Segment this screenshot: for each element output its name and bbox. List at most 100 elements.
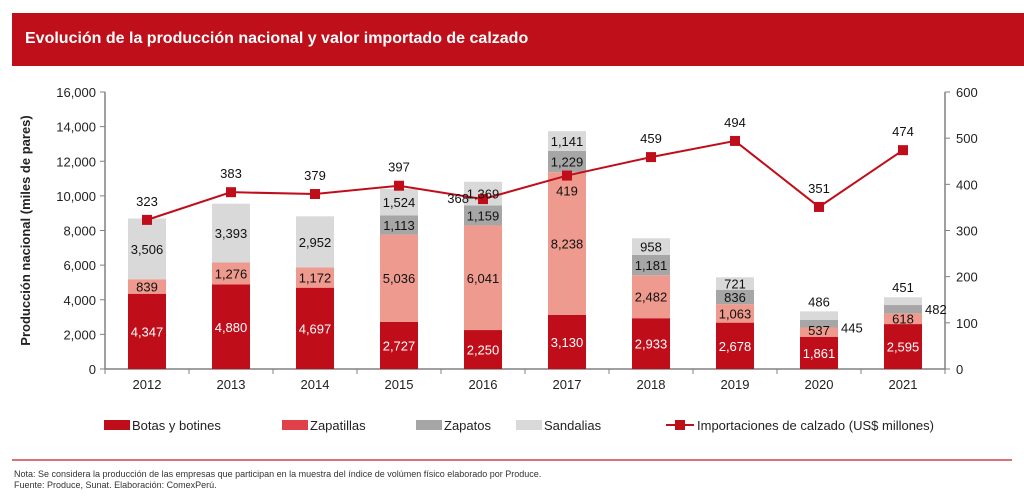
import-line-marker (478, 194, 488, 205)
chart-title: Evolución de la producción nacional y va… (25, 30, 529, 47)
import-line (142, 135, 908, 225)
legend-label: Sandalias (544, 418, 602, 433)
import-line-label: 459 (640, 131, 662, 146)
bar-segment-sandalias (212, 203, 250, 263)
bar-segment-botas-y-botines (128, 293, 166, 369)
x-axis-tick-label: 2021 (889, 377, 918, 392)
bar-data-label: 3,130 (551, 335, 584, 350)
x-axis-tick-label: 2016 (469, 377, 498, 392)
bar-data-label: 451 (892, 280, 914, 295)
bar-data-label: 1,369 (467, 187, 500, 202)
bar-segment-botas-y-botines (212, 284, 250, 369)
bar-data-label: 5,036 (383, 271, 416, 286)
import-line-label: 474 (892, 124, 914, 139)
bar-segment-botas-y-botines (716, 322, 754, 369)
bar-segment-zapatos (716, 289, 754, 305)
bar-segment-zapatillas (296, 267, 334, 288)
bar-segment-sandalias (128, 218, 166, 280)
import-line-label: 351 (808, 181, 830, 196)
right-axis-tick-label: 600 (956, 85, 978, 100)
import-line-marker (898, 145, 908, 156)
bar-segment-zapatillas (212, 262, 250, 285)
bar-data-label: 482 (925, 302, 947, 317)
right-axis-tick-label: 0 (956, 362, 963, 377)
x-axis-tick-label: 2015 (385, 377, 414, 392)
bar-data-label: 4,697 (299, 321, 332, 336)
bar-data-label: 2,727 (383, 338, 416, 353)
right-axis-tick-label: 100 (956, 316, 978, 331)
bar-segment-zapatos (548, 150, 586, 173)
bar-segment-zapatos (800, 319, 838, 328)
bar-segment-sandalias (632, 238, 670, 255)
data-labels: 4,347 839 3,506 4,880 1,276 3,393 4,697 1,172 2,… (131, 115, 947, 361)
bar-segment-zapatos (380, 215, 418, 235)
import-line-label: 397 (388, 160, 410, 175)
left-axis-tick-label: 2,000 (63, 327, 96, 342)
bar-data-label: 2,678 (719, 339, 752, 354)
bar-segment-zapatillas (548, 172, 586, 315)
bar-data-label: 1,524 (383, 195, 416, 210)
bar-segment-sandalias (716, 277, 754, 290)
bar-segment-botas-y-botines (380, 321, 418, 369)
bar-data-label: 3,393 (215, 226, 248, 241)
bar-data-label: 2,952 (299, 235, 332, 250)
x-axis-tick-label: 2018 (637, 377, 666, 392)
footer-notes: Nota: Se considera la producción de las … (14, 469, 541, 491)
bar-data-label: 486 (808, 294, 830, 309)
bar-data-label: 2,482 (635, 290, 668, 305)
bar-data-label: 618 (892, 312, 914, 327)
bar-data-label: 4,880 (215, 320, 248, 335)
left-axis-tick-label: 6,000 (63, 258, 96, 273)
import-line-label: 494 (724, 115, 746, 130)
bar-data-label: 1,063 (719, 306, 752, 321)
right-axis-tick-label: 300 (956, 224, 978, 239)
bar-segment-zapatos (884, 305, 922, 314)
import-line-path (146, 139, 904, 221)
bar-segment-zapatillas (632, 275, 670, 319)
bar-segment-botas-y-botines (464, 330, 502, 369)
legend: Botas y botines Zapatillas Zapatos Sandalia… (104, 418, 934, 433)
bar-segment-zapatillas (464, 225, 502, 331)
legend-label: Zapatillas (310, 418, 366, 433)
bar-segment-sandalias (380, 188, 418, 216)
bar-segment-sandalias (800, 311, 838, 320)
bar-segment-sandalias (296, 216, 334, 268)
left-axis-tick-label: 10,000 (56, 189, 96, 204)
left-axis-tick-label: 14,000 (56, 120, 96, 135)
import-line-label: 383 (220, 166, 242, 181)
legend-swatch (282, 420, 308, 430)
bar-data-label: 1,159 (467, 208, 500, 223)
legend-swatch (104, 420, 130, 430)
bar-data-label: 2,595 (887, 340, 920, 355)
x-axis-tick-label: 2014 (301, 377, 330, 392)
bar-segment-botas-y-botines (800, 336, 838, 369)
bars (128, 131, 922, 369)
bar-segment-zapatos (632, 254, 670, 276)
bar-data-label: 3,506 (131, 242, 164, 257)
bar-segment-zapatos (464, 205, 502, 226)
bar-data-label: 2,933 (635, 337, 668, 352)
left-axis-tick-label: 4,000 (63, 293, 96, 308)
left-axis-tick-label: 12,000 (56, 154, 96, 169)
bar-segment-botas-y-botines (632, 318, 670, 369)
bar-data-label: 1,181 (635, 258, 668, 273)
footer-source: Fuente: Produce, Sunat. Elaboración: Com… (14, 480, 217, 490)
bar-data-label: 958 (640, 240, 662, 255)
bar-data-label: 1,172 (299, 271, 332, 286)
bar-segment-sandalias (464, 181, 502, 206)
import-line-marker (142, 214, 152, 225)
legend-swatch (516, 420, 542, 430)
import-line-label: 379 (304, 168, 326, 183)
right-axis-tick-label: 500 (956, 131, 978, 146)
bar-data-label: 2,250 (467, 343, 500, 358)
x-axis-tick-label: 2019 (721, 377, 750, 392)
import-line-marker (814, 201, 824, 212)
import-line-marker (646, 152, 656, 163)
bar-data-label: 721 (724, 277, 746, 292)
x-axis-tick-label: 2013 (217, 377, 246, 392)
bar-data-label: 839 (136, 279, 158, 294)
legend-label: Botas y botines (132, 418, 221, 433)
import-line-label: 323 (136, 194, 158, 209)
bar-data-label: 836 (724, 290, 746, 305)
bar-segment-botas-y-botines (548, 314, 586, 369)
